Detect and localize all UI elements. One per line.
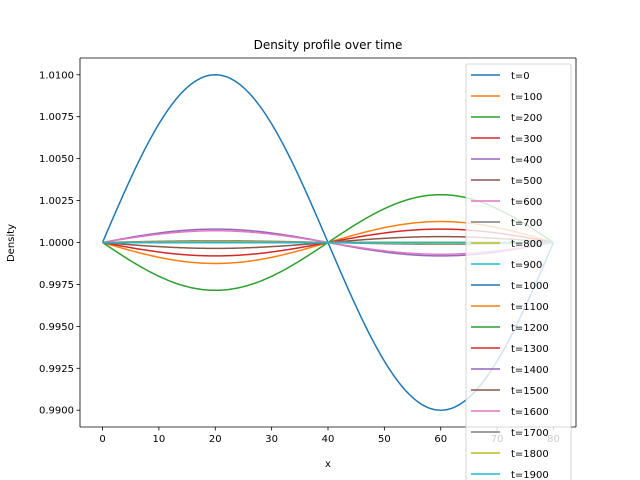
legend: t=0 t=100 t=200 t=300 t=400 t=500 t=600 t=700 t=… [466, 64, 571, 480]
legend-label: t=1700 [511, 428, 549, 439]
x-tick-label: 30 [265, 434, 278, 445]
x-tick-label: 50 [378, 434, 391, 445]
x-tick-label: 0 [99, 434, 105, 445]
legend-label: t=1100 [511, 302, 549, 313]
y-tick-label: 0.9975 [39, 280, 74, 291]
x-tick-label: 10 [153, 434, 166, 445]
legend-label: t=1200 [511, 323, 549, 334]
legend-label: t=1300 [511, 344, 549, 355]
legend-label: t=1600 [511, 407, 549, 418]
legend-label: t=900 [511, 260, 542, 271]
legend-label: t=300 [511, 134, 542, 145]
legend-label: t=1800 [511, 449, 549, 460]
legend-label: t=100 [511, 92, 542, 103]
legend-label: t=1900 [511, 470, 549, 480]
legend-label: t=1400 [511, 365, 549, 376]
x-tick-label: 40 [322, 434, 335, 445]
legend-label: t=600 [511, 197, 542, 208]
legend-label: t=200 [511, 113, 542, 124]
legend-label: t=0 [511, 71, 530, 82]
legend-label: t=500 [511, 176, 542, 187]
y-tick-label: 1.0025 [39, 196, 74, 207]
legend-label: t=700 [511, 218, 542, 229]
x-axis-label: x [325, 459, 331, 470]
chart-title: Density profile over time [254, 38, 403, 52]
y-tick-label: 1.0075 [39, 112, 74, 123]
y-tick-label: 0.9950 [39, 322, 74, 333]
y-tick-label: 1.0000 [39, 238, 74, 249]
legend-label: t=400 [511, 155, 542, 166]
y-tick-label: 0.9900 [39, 406, 74, 417]
y-axis: 0.9900 0.9925 0.9950 0.9975 1.0000 1.0025 1.00… [39, 70, 80, 416]
x-tick-label: 20 [209, 434, 222, 445]
x-tick-label: 60 [434, 434, 447, 445]
legend-label: t=1500 [511, 386, 549, 397]
y-tick-label: 1.0050 [39, 154, 74, 165]
y-tick-label: 0.9925 [39, 364, 74, 375]
legend-label: t=800 [511, 239, 542, 250]
y-tick-label: 1.0100 [39, 70, 74, 81]
legend-label: t=1000 [511, 281, 549, 292]
y-axis-label: Density [6, 224, 17, 262]
